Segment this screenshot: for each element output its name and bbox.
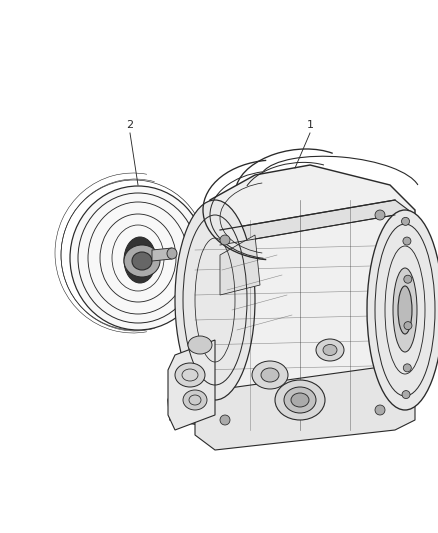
Ellipse shape [291, 393, 309, 407]
Ellipse shape [132, 245, 148, 275]
Ellipse shape [404, 275, 412, 283]
Ellipse shape [375, 405, 385, 415]
Ellipse shape [220, 235, 230, 245]
Polygon shape [220, 235, 260, 295]
Polygon shape [168, 340, 215, 430]
Ellipse shape [403, 364, 411, 372]
Ellipse shape [124, 237, 156, 283]
Ellipse shape [404, 321, 412, 329]
Ellipse shape [284, 387, 316, 413]
Ellipse shape [175, 200, 255, 400]
Ellipse shape [375, 210, 385, 220]
Ellipse shape [124, 245, 160, 277]
Text: 2: 2 [127, 120, 134, 130]
Text: 1: 1 [307, 120, 314, 130]
Ellipse shape [403, 237, 411, 245]
Ellipse shape [188, 336, 212, 354]
Polygon shape [168, 165, 415, 430]
Ellipse shape [367, 210, 438, 410]
Ellipse shape [316, 339, 344, 361]
Polygon shape [152, 248, 172, 261]
Ellipse shape [183, 390, 207, 410]
Polygon shape [220, 200, 415, 245]
Ellipse shape [61, 180, 207, 330]
Ellipse shape [220, 415, 230, 425]
Ellipse shape [167, 248, 177, 259]
Ellipse shape [398, 286, 412, 334]
Polygon shape [190, 200, 415, 425]
Ellipse shape [70, 186, 206, 330]
Ellipse shape [323, 344, 337, 356]
Ellipse shape [252, 361, 288, 389]
Polygon shape [195, 365, 415, 450]
Ellipse shape [175, 363, 205, 387]
Ellipse shape [261, 368, 279, 382]
Ellipse shape [275, 380, 325, 420]
Ellipse shape [402, 391, 410, 399]
Ellipse shape [132, 252, 152, 270]
Ellipse shape [393, 268, 417, 352]
Ellipse shape [402, 217, 410, 225]
